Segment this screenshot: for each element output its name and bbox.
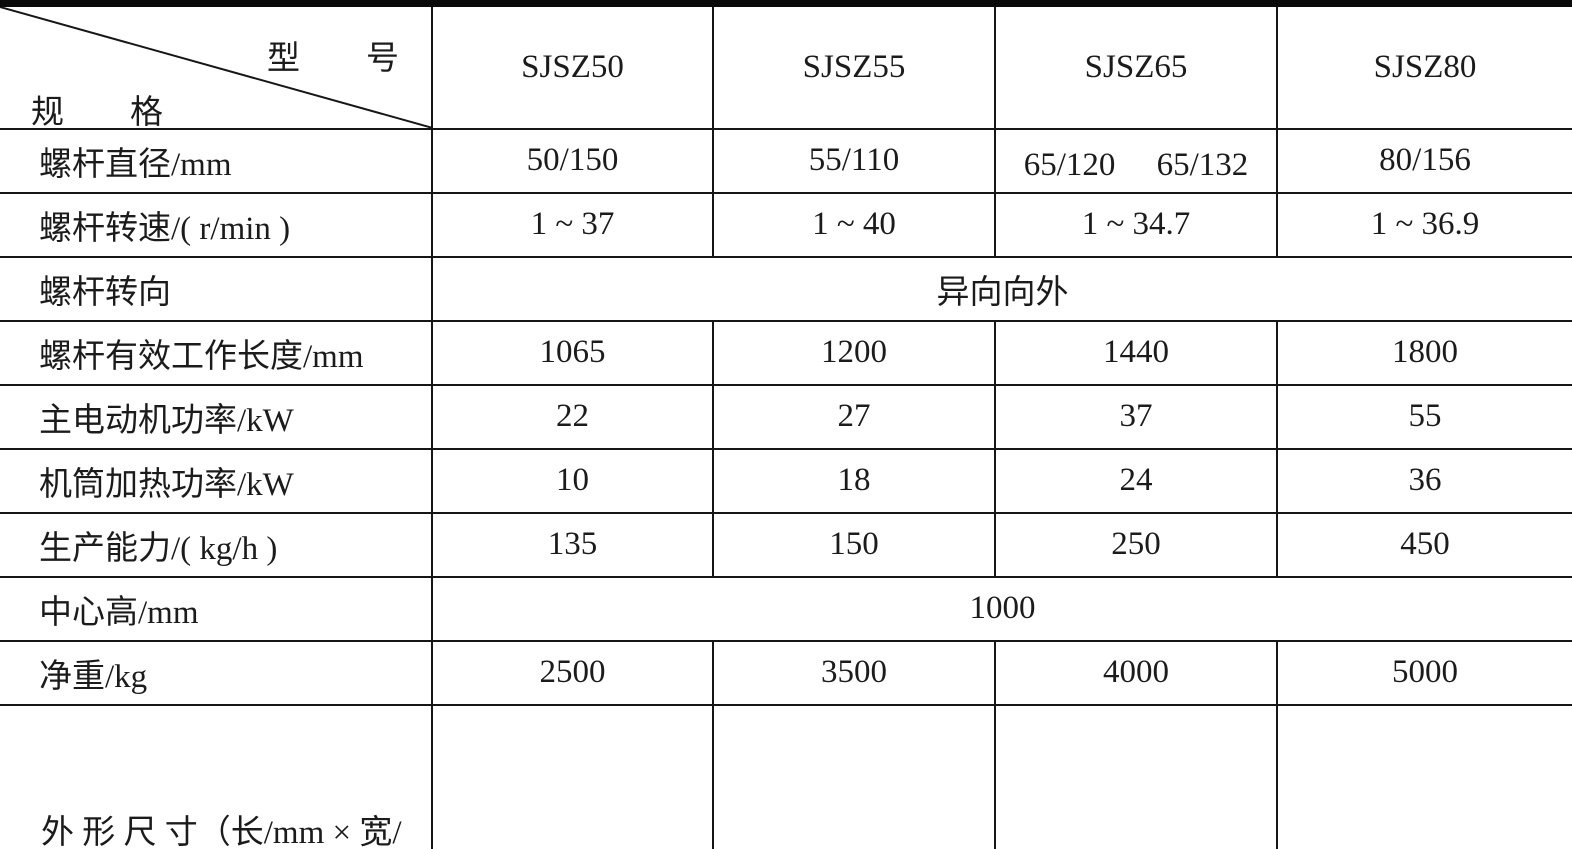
row-label: 净重/kg xyxy=(0,639,433,706)
cell-value: 37 xyxy=(994,383,1278,450)
cell-value: 55/110 xyxy=(712,127,996,194)
cell-value: 135 xyxy=(431,511,714,578)
row-label: 螺杆转向 xyxy=(0,255,433,322)
cell-value: 1800 xyxy=(1276,319,1572,386)
row-label: 机筒加热功率/kW xyxy=(0,447,433,514)
cell-value: 1065 xyxy=(431,319,714,386)
table-row: 螺杆转向 异向向外 xyxy=(0,255,1572,322)
cell-value: 10 xyxy=(431,447,714,514)
table-row: 生产能力/( kg/h ) 135 150 250 450 xyxy=(0,511,1572,578)
cell-value: 1 ~ 37 xyxy=(431,191,714,258)
cell-value: 4000 xyxy=(994,639,1278,706)
cell-value: 50/150 xyxy=(431,127,714,194)
table-row: 螺杆有效工作长度/mm 1065 1200 1440 1800 xyxy=(0,319,1572,386)
table-row: 机筒加热功率/kW 10 18 24 36 xyxy=(0,447,1572,514)
table-row: 主电动机功率/kW 22 27 37 55 xyxy=(0,383,1572,450)
row-label: 主电动机功率/kW xyxy=(0,383,433,450)
table-row: 净重/kg 2500 3500 4000 5000 xyxy=(0,639,1572,706)
row-label: 螺杆有效工作长度/mm xyxy=(0,319,433,386)
column-header-model: SJSZ50 xyxy=(431,3,714,130)
corner-header-cell: 型 号 规 格 xyxy=(0,3,433,130)
cell-value: 450 xyxy=(1276,511,1572,578)
row-label: 中心高/mm xyxy=(0,575,433,642)
cell-value: 24 xyxy=(994,447,1278,514)
cell-value: 4235 ×1520 ×2450 xyxy=(994,703,1278,849)
cell-value: 80/156 xyxy=(1276,127,1572,194)
row-label: 螺杆转速/( r/min ) xyxy=(0,191,433,258)
cell-value: 1 ~ 40 xyxy=(712,191,996,258)
cell-value: 36 xyxy=(1276,447,1572,514)
cell-value: 4750 ×1550 ×2460 xyxy=(1276,703,1572,849)
cell-value: 3620 ×1050 ×2157 xyxy=(712,703,996,849)
cell-value: 2500 xyxy=(431,639,714,706)
row-label: 螺杆直径/mm xyxy=(0,127,433,194)
cell-value: 250 xyxy=(994,511,1278,578)
cell-value: 55 xyxy=(1276,383,1572,450)
cell-value-merged: 1000 xyxy=(431,575,1572,642)
column-header-model: SJSZ55 xyxy=(712,3,996,130)
cell-value: 1200 xyxy=(712,319,996,386)
cell-value: 22 xyxy=(431,383,714,450)
row-label: 外 形 尺 寸（长/mm × 宽/ mm × 高/mm） xyxy=(0,703,433,849)
table-row: 中心高/mm 1000 xyxy=(0,575,1572,642)
corner-label-spec: 规 格 xyxy=(31,95,163,129)
table-row: 外 形 尺 寸（长/mm × 宽/ mm × 高/mm） 3235 ×1100 … xyxy=(0,703,1572,849)
cell-value: 150 xyxy=(712,511,996,578)
cell-value: 27 xyxy=(712,383,996,450)
cell-value: 5000 xyxy=(1276,639,1572,706)
corner-label-model: 型 号 xyxy=(267,41,399,77)
cell-value: 1 ~ 36.9 xyxy=(1276,191,1572,258)
row-label-line1: 外 形 尺 寸（长/mm × 宽/ xyxy=(41,814,402,849)
header-row: 型 号 规 格 SJSZ50 SJSZ55 SJSZ65 SJSZ80 xyxy=(0,3,1572,130)
cell-value: 3235 ×1100 ×2157 xyxy=(431,703,714,849)
cell-value: 1 ~ 34.7 xyxy=(994,191,1278,258)
column-header-model: SJSZ80 xyxy=(1276,3,1572,130)
cell-value-merged: 异向向外 xyxy=(431,255,1572,322)
header-diagonal-line xyxy=(0,7,431,128)
row-label: 生产能力/( kg/h ) xyxy=(0,511,433,578)
cell-value: 3500 xyxy=(712,639,996,706)
table-row: 螺杆直径/mm 50/150 55/110 65/120 65/132 80/1… xyxy=(0,127,1572,194)
cell-value: 18 xyxy=(712,447,996,514)
table-row: 螺杆转速/( r/min ) 1 ~ 37 1 ~ 40 1 ~ 34.7 1 … xyxy=(0,191,1572,258)
column-header-model: SJSZ65 xyxy=(994,3,1278,130)
cell-value: 1440 xyxy=(994,319,1278,386)
cell-value: 65/120 65/132 xyxy=(994,127,1278,194)
